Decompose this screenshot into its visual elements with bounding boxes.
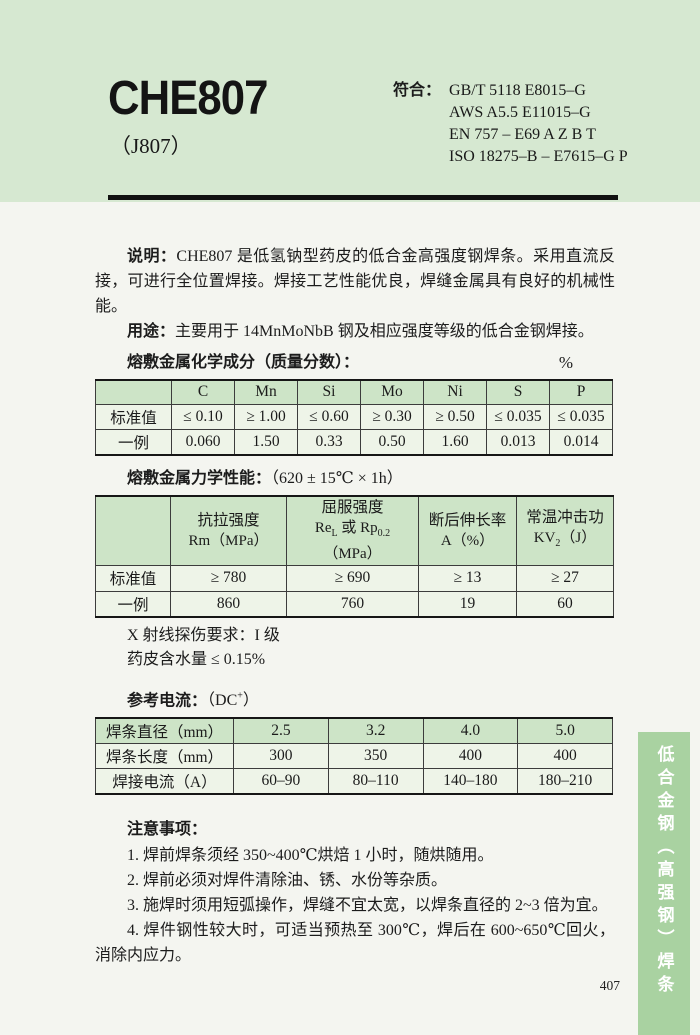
table-row: 焊条长度（mm） 300 350 400 400 xyxy=(95,743,613,770)
standards-list: GB/T 5118 E8015–G AWS A5.5 E11015–G EN 757… xyxy=(449,80,628,168)
header-divider-rule xyxy=(108,195,618,200)
table-row: 一例 860 760 19 60 xyxy=(95,590,614,618)
mechanical-title-text: 熔敷金属力学性能： xyxy=(127,469,272,487)
table-header-row: C Mn Si Mo Ni S P xyxy=(95,379,613,405)
chemical-unit: % xyxy=(558,353,573,372)
reference-current-table: 焊条直径（mm） 2.5 3.2 4.0 5.0 焊条长度（mm） 300 350 400 400… xyxy=(95,717,613,796)
description-text: CHE807 是低氢钠型药皮的低合金高强度钢焊条。采用直流反接，可进行全位置焊接… xyxy=(95,248,615,315)
product-model: CHE807 xyxy=(108,69,268,125)
standard-item: GB/T 5118 E8015–G xyxy=(449,82,586,99)
description-paragraph: 说明：CHE807 是低氢钠型药皮的低合金高强度钢焊条。采用直流反接，可进行全位… xyxy=(95,244,615,319)
note-item: 3. 施焊时须用短弧操作，焊缝不宜太宽，以焊条直径的 2~3 倍为宜。 xyxy=(127,897,608,915)
table-header-row: 抗拉强度 Rm（MPa） 屈服强度 ReL 或 Rp0.2（MPa） 断后伸长率 A（%）… xyxy=(95,495,614,566)
current-section-title: 参考电流：（DC+） xyxy=(95,686,615,712)
chemical-composition-table: C Mn Si Mo Ni S P 标准值 ≤ 0.10 ≥ 1.00 ≤ 0.60 ≥ 0.30 ≥ … xyxy=(95,379,613,456)
table-row: 一例 0.060 1.50 0.33 0.50 1.60 0.013 0.014 xyxy=(95,428,613,455)
standard-item: ISO 18275–B – E7615–G P xyxy=(449,148,628,165)
usage-paragraph: 用途：主要用于 14MnMoNbB 钢及相应强度等级的低合金钢焊接。 xyxy=(95,319,615,344)
mechanical-properties-table: 抗拉强度 Rm（MPa） 屈服强度 ReL 或 Rp0.2（MPa） 断后伸长率 A（%）… xyxy=(95,494,614,618)
usage-text: 主要用于 14MnMoNbB 钢及相应强度等级的低合金钢焊接。 xyxy=(175,323,594,340)
note-item: 2. 焊前必须对焊件清除油、锈、水份等杂质。 xyxy=(127,872,448,890)
category-side-tab: 低合金钢（高强钢）焊条 xyxy=(638,732,690,1035)
note-item: 4. 焊件钢性较大时，可适当预热至 300℃，焊后在 600~650℃回火，消除… xyxy=(95,922,615,965)
table-row: 标准值 ≤ 0.10 ≥ 1.00 ≤ 0.60 ≥ 0.30 ≥ 0.50 ≤ 0.035… xyxy=(95,403,613,430)
current-condition: （DC+） xyxy=(207,691,259,710)
table-row: 标准值 ≥ 780 ≥ 690 ≥ 13 ≥ 27 xyxy=(95,564,614,592)
notes-title: 注意事项： xyxy=(127,821,208,839)
table-row: 焊条直径（mm） 2.5 3.2 4.0 5.0 xyxy=(95,717,613,745)
chemical-section-title: 熔敷金属化学成分（质量分数）：% xyxy=(95,352,615,374)
content-area: 说明：CHE807 是低氢钠型药皮的低合金高强度钢焊条。采用直流反接，可进行全位… xyxy=(95,202,615,968)
standards-label: 符合： xyxy=(393,82,442,99)
description-label: 说明： xyxy=(127,248,177,265)
product-alias: （J807） xyxy=(110,134,192,158)
note-item: 1. 焊前焊条须经 350~400℃烘焙 1 小时，随烘随用。 xyxy=(127,847,494,865)
moisture-requirement: 药皮含水量 ≤ 0.15% xyxy=(127,651,266,668)
standard-item: EN 757 – E69 A Z B T xyxy=(449,126,596,143)
table-row: 焊接电流（A） 60–90 80–110 140–180 180–210 xyxy=(95,768,613,795)
current-title-text: 参考电流： xyxy=(127,692,208,710)
category-label: 低合金钢（高强钢）焊条 xyxy=(654,745,674,998)
mechanical-condition: （620 ± 15℃ × 1h） xyxy=(271,469,403,487)
chemical-title-text: 熔敷金属化学成分（质量分数）： xyxy=(127,354,360,371)
standards-block: 符合： GB/T 5118 E8015–G AWS A5.5 E11015–G EN… xyxy=(393,80,628,168)
standard-item: AWS A5.5 E11015–G xyxy=(449,104,591,121)
page-number: 407 xyxy=(599,978,620,993)
notes-list: 1. 焊前焊条须经 350~400℃烘焙 1 小时，随烘随用。 2. 焊前必须对焊… xyxy=(95,843,615,968)
mechanical-section-title: 熔敷金属力学性能：（620 ± 15℃ × 1h） xyxy=(95,468,615,490)
header-band: CHE807 （J807） 符合： GB/T 5118 E8015–G AWS A… xyxy=(0,0,700,202)
xray-requirement: X 射线探伤要求：I 级 xyxy=(127,627,280,644)
usage-label: 用途： xyxy=(127,323,176,340)
